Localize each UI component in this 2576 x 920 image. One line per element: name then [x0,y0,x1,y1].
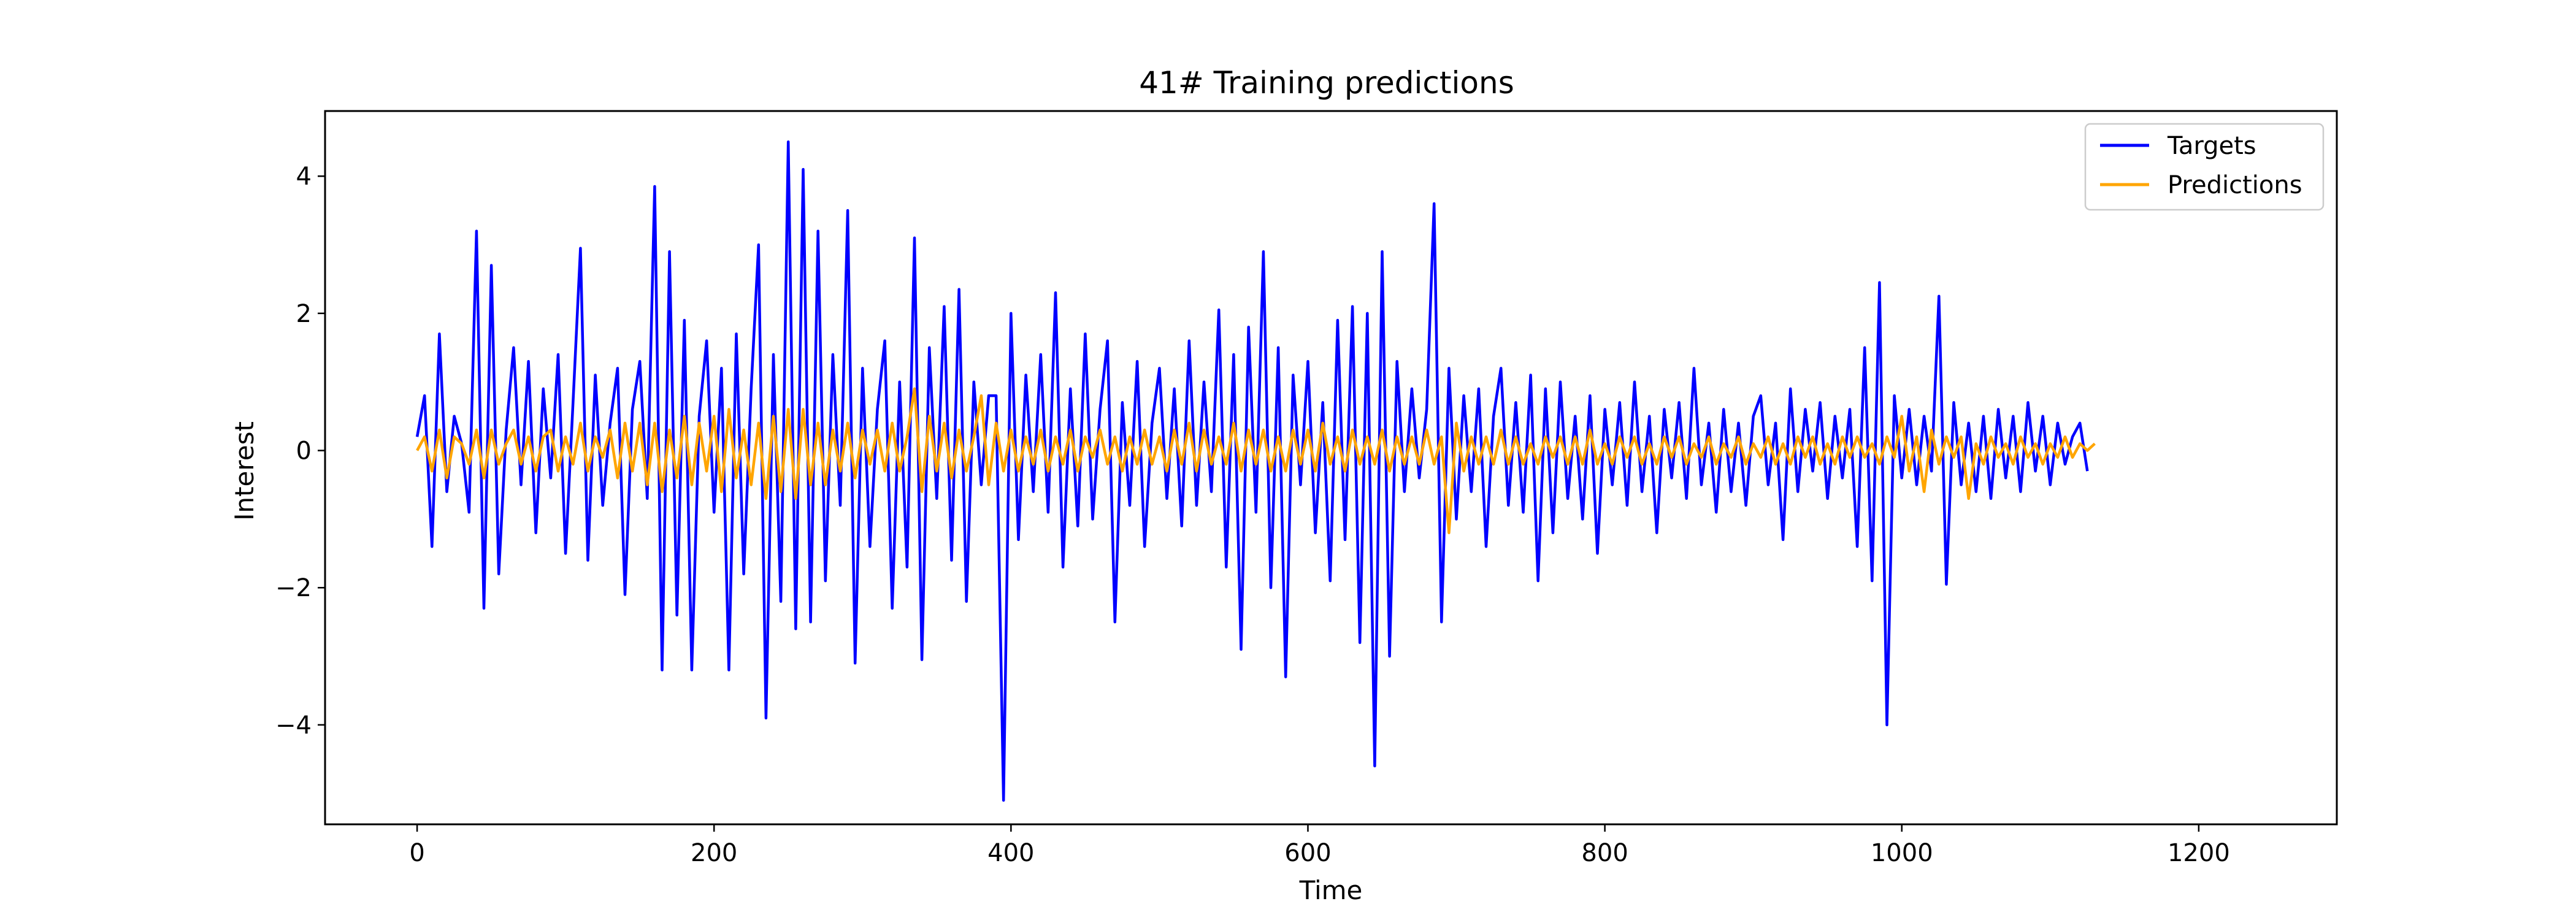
plot-area [324,110,2338,826]
y-tick-label: −4 [275,711,312,740]
x-tick-label: 1000 [1871,839,1933,867]
y-axis-label: Interest [229,421,259,521]
series-line-predictions [416,387,2096,534]
legend-label-predictions: Predictions [2168,171,2302,199]
chart-title: 41# Training predictions [1139,65,1514,101]
x-axis: 0 200 400 600 800 1000 1200 [409,824,2230,867]
x-tick-label: 200 [691,839,737,867]
x-tick-label: 600 [1284,839,1331,867]
legend-label-targets: Targets [2167,132,2256,160]
series-line-targets [415,140,2089,802]
y-axis: −4 −2 0 2 4 [275,163,325,740]
series-layer [415,140,2096,802]
x-tick-label: 400 [987,839,1034,867]
x-tick-label: 800 [1581,839,1628,867]
x-axis-label: Time [1299,875,1363,905]
y-tick-label: 2 [296,300,312,328]
x-tick-label: 1200 [2168,839,2230,867]
y-tick-label: 0 [296,437,312,466]
y-tick-label: −2 [275,574,312,602]
plot-frame [324,110,2338,826]
x-tick-label: 0 [409,839,424,867]
legend: Targets Predictions [2084,123,2325,211]
y-tick-label: 4 [296,163,312,191]
